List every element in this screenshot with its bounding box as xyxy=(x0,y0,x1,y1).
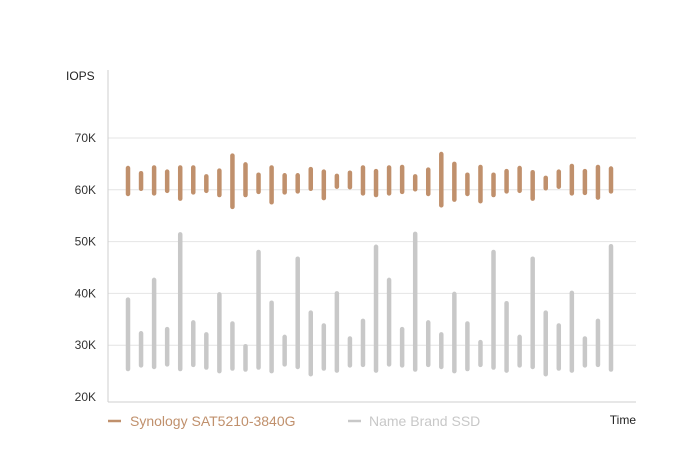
y-tick-label: 30K xyxy=(75,338,96,352)
legend: Synology SAT5210-3840G Name Brand SSD xyxy=(108,413,480,429)
y-tick-label: 70K xyxy=(75,131,96,145)
range-bars xyxy=(125,151,614,377)
grid-lines xyxy=(108,137,636,346)
legend-label-synology: Synology SAT5210-3840G xyxy=(130,413,296,429)
y-axis-ticks: 20K 30K 40K 50K 60K 70K xyxy=(75,131,96,404)
legend-label-name-brand: Name Brand SSD xyxy=(369,413,480,429)
y-tick-label: 50K xyxy=(75,235,96,249)
x-axis-title: Time xyxy=(610,413,637,427)
y-tick-label: 60K xyxy=(75,183,96,197)
y-axis-title: IOPS xyxy=(66,69,95,83)
y-tick-label: 20K xyxy=(75,390,96,404)
y-tick-label: 40K xyxy=(75,286,96,300)
